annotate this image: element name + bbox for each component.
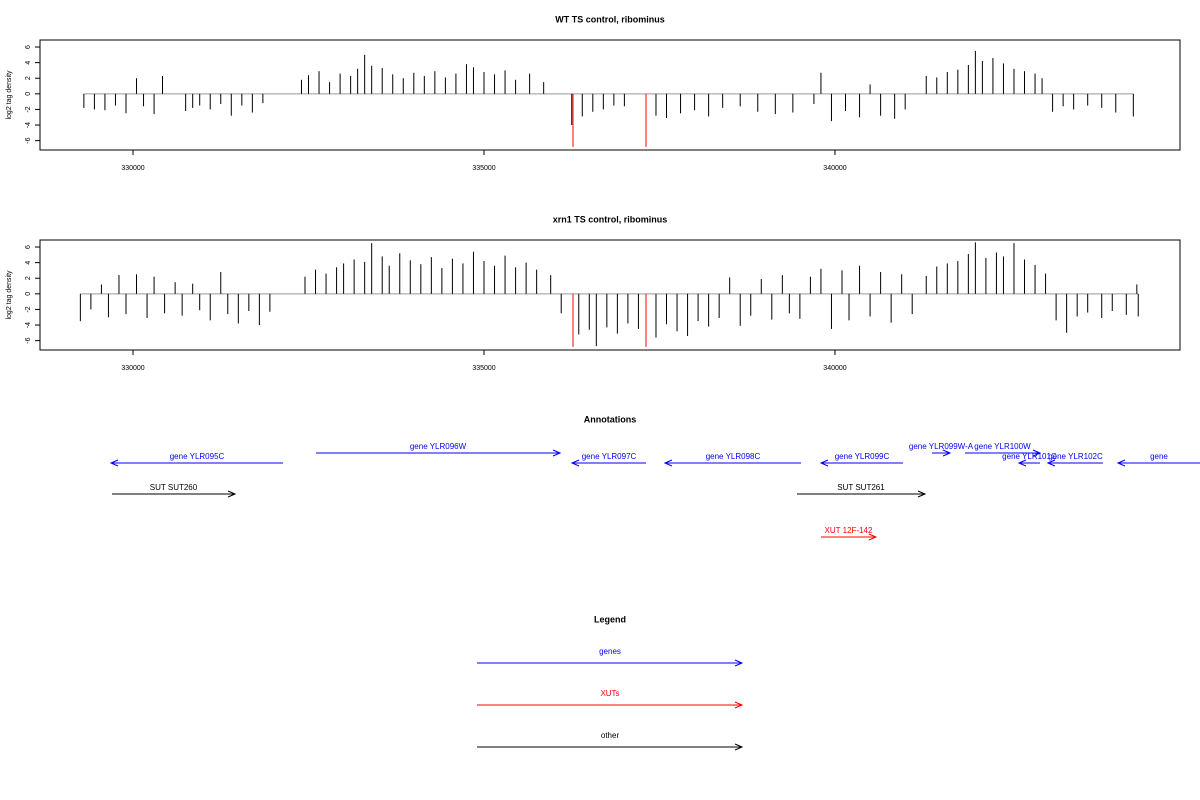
feature-label: gene YLR097C bbox=[582, 452, 637, 461]
legend-label: genes bbox=[599, 647, 621, 656]
y-tick-label: -4 bbox=[25, 122, 32, 128]
feature-label: gene YLR098C bbox=[706, 452, 761, 461]
feature-arrow bbox=[797, 490, 927, 498]
x-tick-label: 335000 bbox=[472, 165, 495, 172]
y-axis-label: log2 tag density bbox=[6, 270, 13, 320]
y-tick-label: 2 bbox=[25, 276, 32, 280]
y-tick-label: 4 bbox=[25, 61, 32, 65]
feature-arrow bbox=[964, 449, 1042, 457]
feature-label: gene bbox=[1150, 452, 1168, 461]
y-tick-label: 4 bbox=[25, 261, 32, 265]
x-tick-label: 340000 bbox=[823, 165, 846, 172]
feature-label: XUT 12F-142 bbox=[825, 526, 873, 535]
feature-arrow bbox=[1116, 459, 1200, 467]
feature-arrow bbox=[1046, 459, 1103, 467]
feature-label: gene YLR096W bbox=[410, 442, 467, 451]
feature-label: gene YLR095C bbox=[170, 452, 225, 461]
legend-title: Legend bbox=[594, 614, 626, 624]
legend-arrow bbox=[477, 743, 744, 751]
y-tick-label: 6 bbox=[25, 245, 32, 249]
x-tick-label: 335000 bbox=[472, 365, 495, 372]
feature-label: SUT SUT261 bbox=[837, 483, 885, 492]
feature-arrow bbox=[570, 459, 647, 467]
x-tick-label: 340000 bbox=[823, 365, 846, 372]
plot-box bbox=[39, 39, 1181, 151]
panel-title: xrn1 TS control, ribominus bbox=[553, 214, 668, 224]
y-tick-label: 0 bbox=[25, 292, 32, 296]
feature-arrow bbox=[821, 533, 878, 541]
annotations-title: Annotations bbox=[584, 414, 637, 424]
feature-arrow bbox=[1017, 459, 1040, 467]
x-tick-label: 330000 bbox=[121, 365, 144, 372]
y-tick-label: -2 bbox=[25, 306, 32, 312]
y-tick-label: -6 bbox=[25, 337, 32, 343]
legend-arrow bbox=[477, 659, 744, 667]
y-tick-label: -4 bbox=[25, 322, 32, 328]
plot-box bbox=[39, 239, 1181, 351]
panel-title: WT TS control, ribominus bbox=[555, 14, 665, 24]
feature-arrow bbox=[663, 459, 802, 467]
legend-label: XUTs bbox=[600, 689, 619, 698]
feature-arrow bbox=[316, 449, 562, 457]
y-tick-label: -6 bbox=[25, 137, 32, 143]
feature-label: SUT SUT260 bbox=[150, 483, 198, 492]
legend-label: other bbox=[601, 731, 620, 740]
feature-label: gene YLR099W-A bbox=[909, 442, 974, 451]
legend-arrow bbox=[477, 701, 744, 709]
y-tick-label: 2 bbox=[25, 76, 32, 80]
y-axis-label: log2 tag density bbox=[6, 70, 13, 120]
y-tick-label: 6 bbox=[25, 45, 32, 49]
feature-label: gene YLR102C bbox=[1048, 452, 1103, 461]
x-tick-label: 330000 bbox=[121, 165, 144, 172]
feature-arrow bbox=[931, 449, 952, 457]
feature-label: gene YLR100W bbox=[974, 442, 1031, 451]
feature-label: gene YLR099C bbox=[835, 452, 890, 461]
feature-arrow bbox=[819, 459, 904, 467]
feature-arrow bbox=[112, 490, 237, 498]
feature-arrow bbox=[109, 459, 284, 467]
feature-label: gene YLR101C bbox=[1002, 452, 1057, 461]
y-tick-label: 0 bbox=[25, 92, 32, 96]
y-tick-label: -2 bbox=[25, 106, 32, 112]
